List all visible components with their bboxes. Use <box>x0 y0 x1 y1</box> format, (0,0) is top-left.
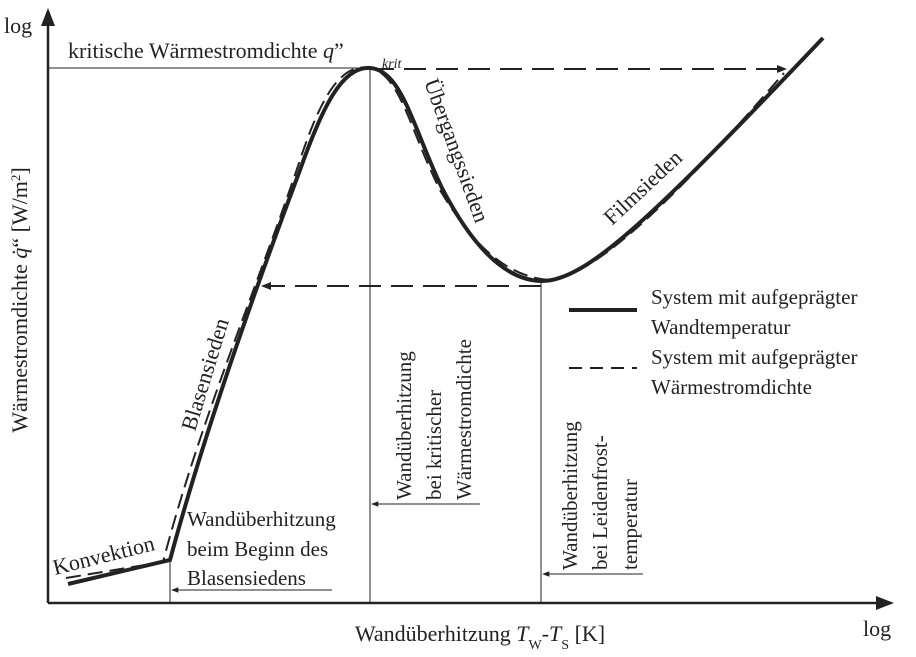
critical-marker-label: Wandüberhitzung bei kritischer Wärmestro… <box>392 339 476 500</box>
onset-marker-label: Wandüberhitzung beim Beginn des Blasensi… <box>187 507 341 590</box>
legend-label-heat-flux: System mit aufgeprägter Wärmestromdichte <box>651 345 863 399</box>
leidenfrost-marker-label: Wandüberhitzung bei Leidenfrost- tempera… <box>558 416 642 570</box>
critical-heat-flux-label: kritische Wärmestromdichte q” <box>68 38 344 63</box>
region-label-filmsieden: Filmsieden <box>598 145 687 230</box>
x-axis-arrowhead <box>876 596 894 610</box>
y-axis-end-label: log <box>4 13 32 38</box>
series-imposed-wall-temperature <box>67 36 825 586</box>
y-axis-arrowhead <box>41 8 55 26</box>
region-label-uebergangssieden: Übergangssieden <box>419 75 494 226</box>
legend-label-wall-temperature: System mit aufgeprägter Wandtemperatur <box>651 285 863 339</box>
region-label-konvektion: Konvektion <box>50 530 157 579</box>
y-axis-label: Wärmestromdichte q̇“ [W/m2] <box>7 167 32 433</box>
x-axis-end-label: log <box>863 616 891 641</box>
series-imposed-heat-flux <box>65 66 785 579</box>
x-axis-label: Wandüberhitzung TW-TS [K] <box>355 621 605 653</box>
